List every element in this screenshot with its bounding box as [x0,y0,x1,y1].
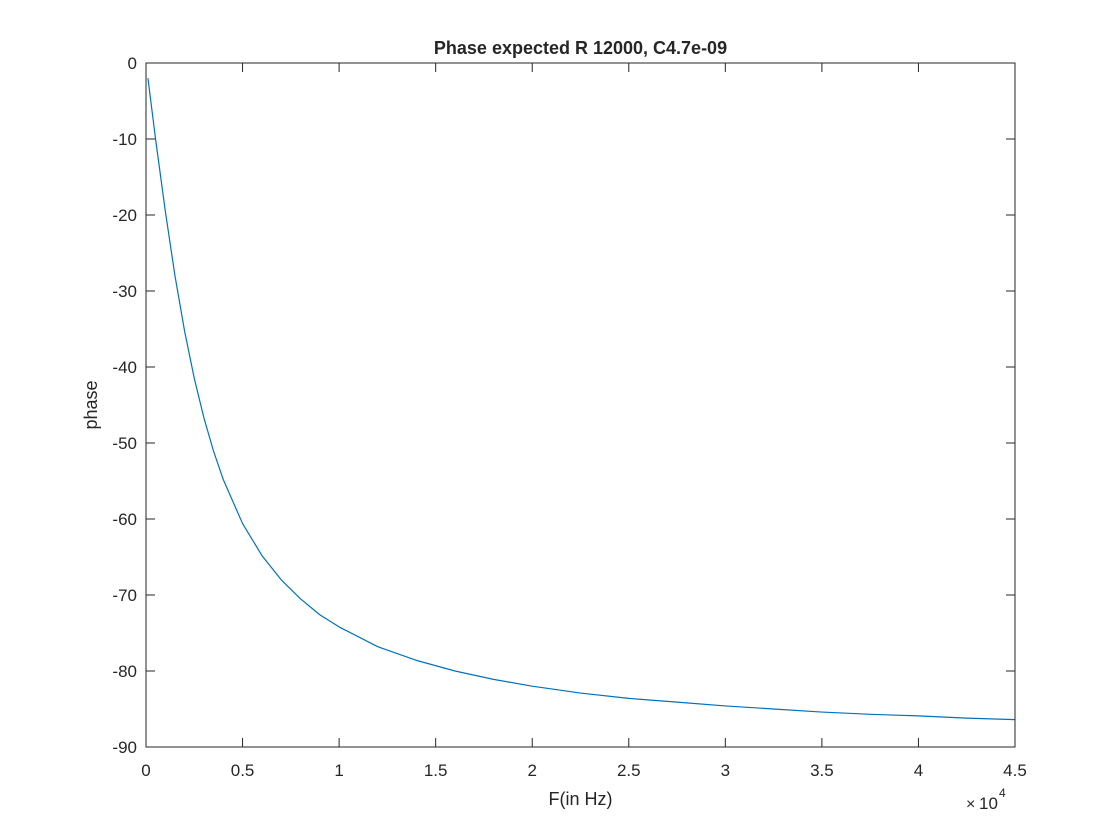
x-tick-label: 4.5 [1003,761,1027,780]
plot-area [146,63,1015,747]
x-axis-label: F(in Hz) [549,789,613,809]
x-tick-label: 1.5 [424,761,448,780]
series-layer [147,78,1016,721]
x-exponent-base: 10 [979,794,998,813]
x-tick-label: 3.5 [810,761,834,780]
y-tick-label: -30 [112,282,137,301]
x-tick-label: 0 [141,761,150,780]
x-exponent-multiplier: × 10 4 [966,786,1006,813]
axes-box [145,62,1016,748]
y-tick-label: -40 [112,358,137,377]
x-tick-label: 2.5 [617,761,641,780]
y-tick-label: 0 [128,54,137,73]
y-tick-label: -60 [112,510,137,529]
x-exponent-times: × [966,796,975,813]
x-tick-label: 3 [721,761,730,780]
y-tick-label: -80 [112,662,137,681]
x-exponent-power: 4 [999,786,1006,800]
x-tick-label: 4 [914,761,923,780]
x-tick-label: 1 [334,761,343,780]
chart-title: Phase expected R 12000, C4.7e-09 [434,38,727,58]
y-tick-label: -50 [112,434,137,453]
x-tick-label: 0.5 [231,761,255,780]
series-line [147,78,1016,721]
y-tick-label: -90 [112,738,137,757]
y-tick-label: -20 [112,206,137,225]
x-tick-label: 2 [527,761,536,780]
y-tick-label: -70 [112,586,137,605]
tick-layer: 0 0.5 1 1.5 2 2.5 3 3.5 4 4.5 0 -10 -20 -30 -40 -50 -60 -… [112,54,1026,780]
y-tick-label: -10 [112,130,137,149]
y-axis-label: phase [81,380,101,429]
